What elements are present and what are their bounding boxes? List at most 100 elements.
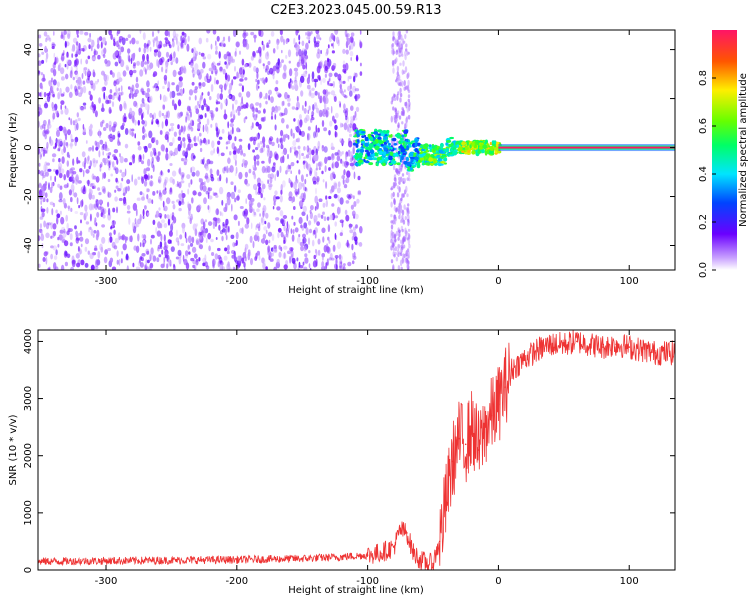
heat-cell bbox=[346, 170, 351, 178]
heat-cell bbox=[152, 255, 157, 262]
heat-cell bbox=[198, 37, 203, 45]
heat-cell bbox=[354, 72, 358, 78]
heat-cell bbox=[314, 195, 319, 204]
heat-cell bbox=[167, 81, 171, 89]
heat-cell bbox=[199, 244, 204, 250]
heat-cell bbox=[433, 159, 436, 164]
heat-cell bbox=[267, 61, 271, 66]
heat-cell bbox=[164, 118, 169, 127]
heat-cell bbox=[137, 218, 142, 225]
heat-cell bbox=[215, 107, 219, 112]
heat-cell bbox=[283, 38, 285, 46]
heat-cell bbox=[54, 142, 58, 148]
heat-cell bbox=[57, 236, 60, 241]
heat-cell bbox=[109, 257, 114, 263]
heat-cell bbox=[202, 124, 205, 133]
heat-cell bbox=[109, 136, 114, 143]
heat-cell bbox=[205, 237, 208, 244]
heat-cell bbox=[124, 143, 129, 149]
heat-cell bbox=[393, 153, 398, 157]
heat-cell bbox=[402, 60, 405, 67]
heat-cell bbox=[66, 222, 69, 230]
snr-data-point bbox=[451, 460, 454, 463]
heat-cell bbox=[232, 266, 235, 270]
heat-cell bbox=[86, 156, 90, 165]
heat-cell bbox=[198, 51, 201, 56]
heat-cell bbox=[300, 174, 304, 182]
heat-cell bbox=[418, 154, 424, 158]
heat-cell bbox=[152, 219, 156, 225]
heat-cell bbox=[340, 158, 343, 164]
heat-cell bbox=[158, 51, 162, 56]
heat-cell bbox=[322, 211, 325, 215]
heat-cell bbox=[402, 109, 405, 117]
heat-cell bbox=[294, 81, 298, 88]
heat-cell bbox=[150, 181, 153, 186]
heat-cell bbox=[126, 205, 131, 210]
heat-cell bbox=[190, 119, 194, 127]
heat-cell bbox=[399, 47, 402, 53]
heat-cell bbox=[155, 139, 159, 146]
heat-cell bbox=[402, 253, 405, 259]
heat-cell bbox=[407, 98, 410, 103]
heat-cell bbox=[223, 99, 227, 104]
heat-cell bbox=[180, 190, 184, 195]
heat-cell bbox=[181, 31, 185, 36]
heat-cell bbox=[166, 214, 170, 219]
heat-cell bbox=[339, 232, 343, 237]
heat-cell bbox=[107, 191, 110, 198]
heat-cell bbox=[169, 176, 174, 183]
heat-cell bbox=[184, 231, 187, 239]
heat-cell bbox=[257, 79, 260, 85]
heat-cell bbox=[206, 158, 211, 165]
heat-cell bbox=[223, 255, 228, 261]
heat-cell bbox=[321, 255, 324, 261]
heat-cell bbox=[103, 256, 108, 264]
heat-cell bbox=[231, 109, 235, 117]
y-tick-label: 40 bbox=[23, 43, 34, 56]
heat-cell bbox=[333, 96, 337, 102]
heat-cell bbox=[291, 215, 294, 220]
heat-cell bbox=[270, 31, 275, 37]
heat-cell bbox=[64, 261, 68, 267]
heat-cell bbox=[344, 95, 348, 99]
heat-cell bbox=[177, 143, 182, 152]
heat-cell bbox=[330, 153, 335, 161]
heat-cell bbox=[420, 144, 423, 147]
heat-cell bbox=[297, 188, 300, 195]
heat-cell bbox=[281, 49, 283, 54]
heat-cell bbox=[104, 144, 108, 149]
spectrogram-marks bbox=[38, 30, 675, 270]
heat-cell bbox=[151, 121, 154, 125]
heat-cell bbox=[224, 61, 227, 65]
heat-cell bbox=[261, 257, 265, 264]
heat-cell bbox=[342, 48, 346, 54]
heat-cell bbox=[390, 192, 394, 200]
heat-cell bbox=[288, 60, 291, 64]
heat-cell bbox=[84, 246, 88, 252]
heat-cell bbox=[406, 248, 410, 252]
heat-cell bbox=[216, 128, 221, 135]
heat-cell bbox=[262, 205, 267, 213]
heat-cell bbox=[246, 217, 250, 225]
heat-cell bbox=[265, 165, 270, 173]
heat-cell bbox=[399, 158, 402, 163]
heat-cell bbox=[390, 115, 393, 123]
heat-cell bbox=[75, 253, 80, 259]
heat-cell bbox=[77, 117, 81, 122]
heat-cell bbox=[401, 121, 404, 125]
heat-cell bbox=[133, 62, 136, 67]
heat-cell bbox=[407, 228, 411, 232]
heat-cell bbox=[104, 59, 108, 64]
heat-cell bbox=[352, 253, 354, 258]
heat-cell bbox=[346, 37, 351, 45]
heat-cell bbox=[258, 254, 261, 261]
heat-cell bbox=[212, 258, 216, 266]
heat-cell bbox=[406, 138, 409, 142]
snr-data-point bbox=[654, 352, 657, 354]
heat-cell bbox=[114, 61, 119, 67]
heat-cell bbox=[326, 156, 329, 162]
heat-cell bbox=[394, 133, 400, 138]
heat-cell bbox=[187, 244, 191, 250]
snr-data-point bbox=[301, 557, 304, 560]
